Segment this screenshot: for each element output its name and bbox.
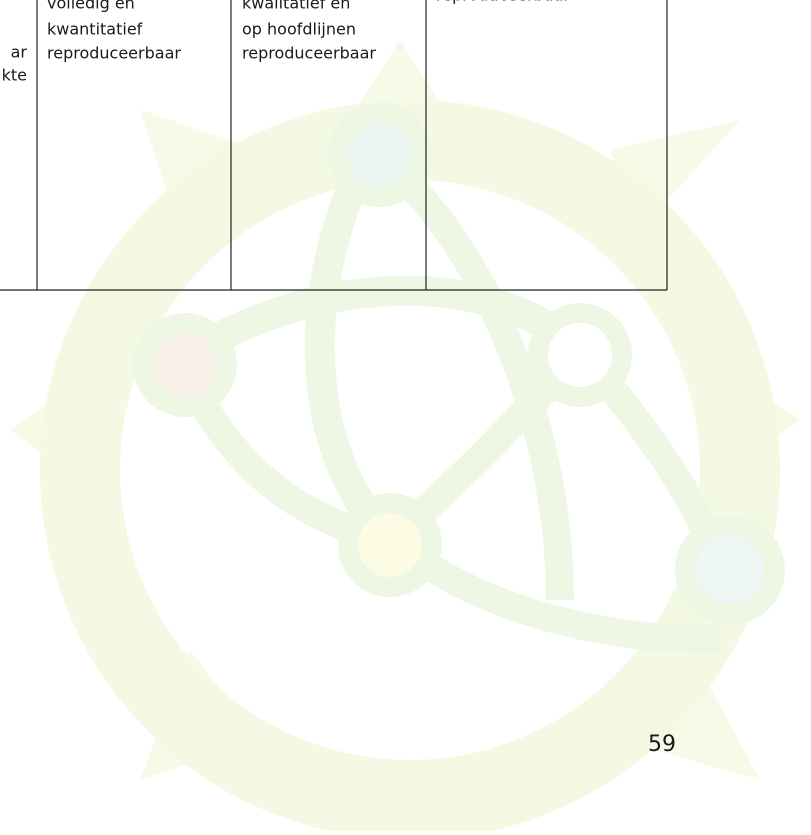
table-text: ar kte volledig en kwantitatief reproduc…: [2, 0, 571, 85]
cell-text: reproduceerbaar: [436, 0, 570, 5]
cell-text: kwantitatief: [47, 20, 143, 39]
cell-text: reproduceerbaar: [47, 44, 181, 63]
cell-text: ar: [11, 43, 28, 62]
watermark: [10, 40, 800, 800]
cell-text: volledig en: [47, 0, 135, 13]
cell-text: kte: [2, 66, 27, 85]
page-canvas: ar kte volledig en kwantitatief reproduc…: [0, 0, 811, 831]
page-number: 59: [648, 732, 676, 757]
page: ar kte volledig en kwantitatief reproduc…: [0, 0, 811, 831]
cell-text: reproduceerbaar: [242, 44, 376, 63]
cell-text: op hoofdlijnen: [242, 20, 356, 39]
cell-text: kwalitatief en: [242, 0, 350, 13]
